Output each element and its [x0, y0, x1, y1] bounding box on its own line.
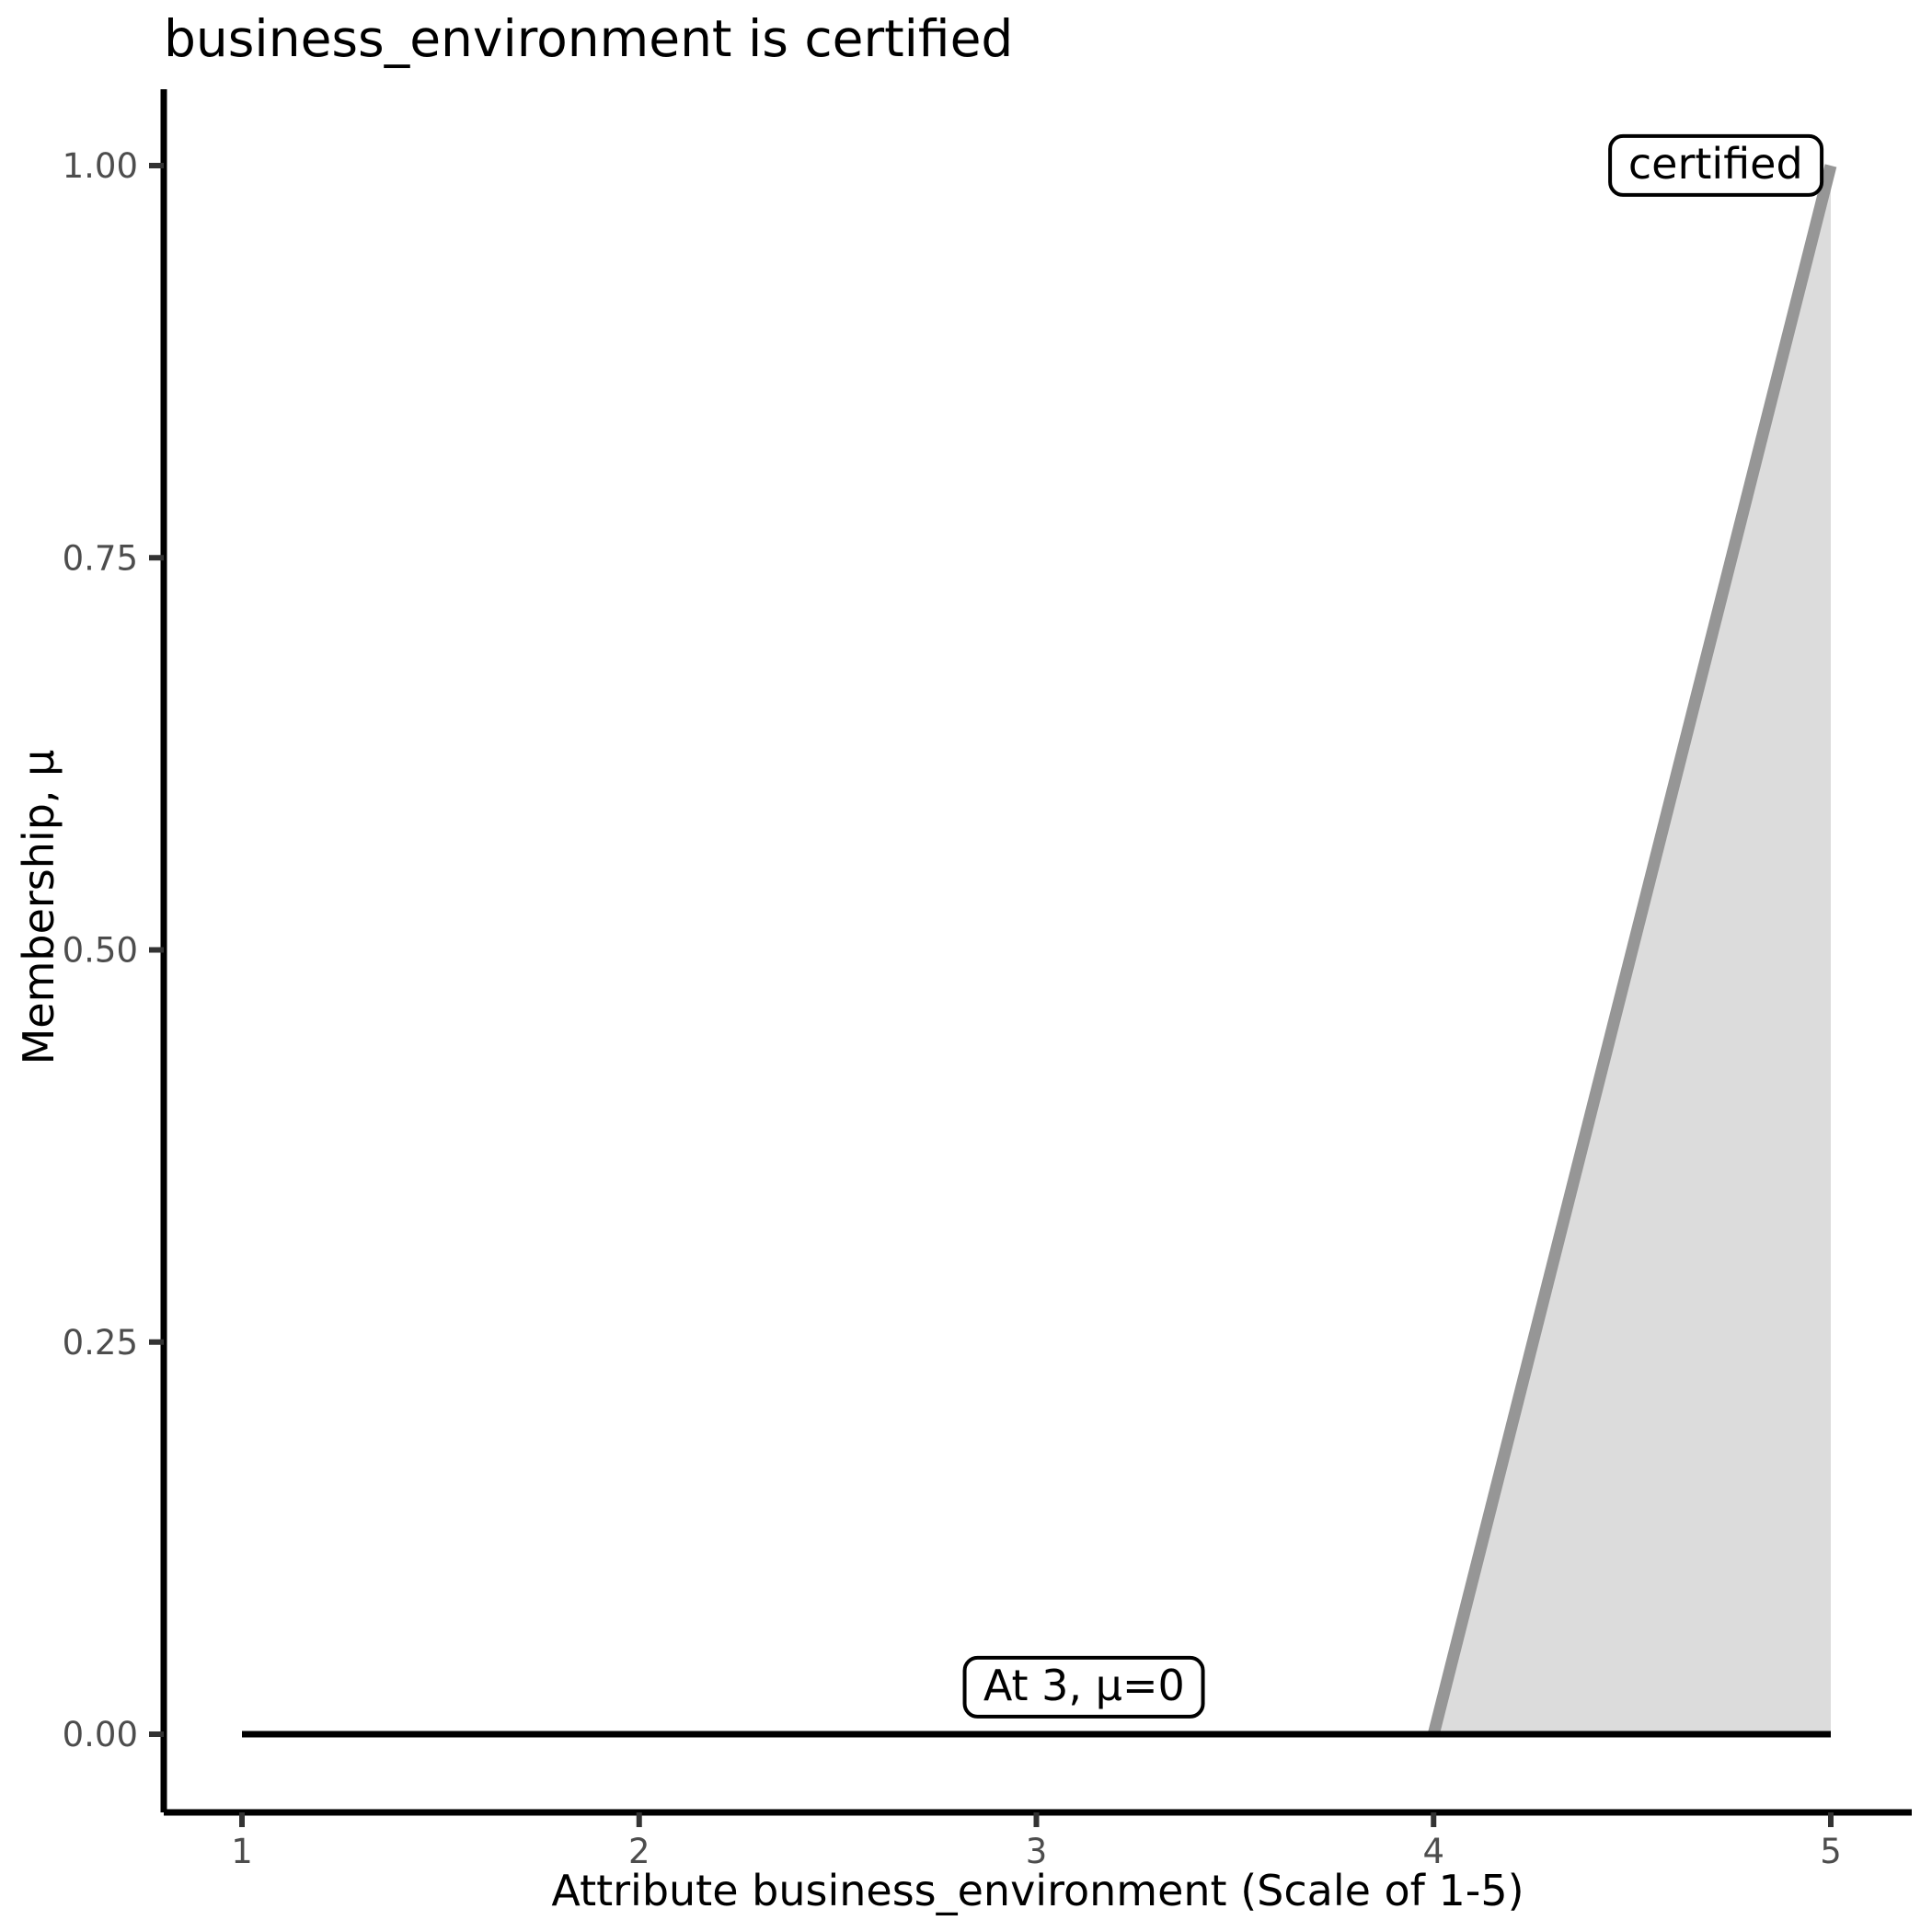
chart-title: business_environment is certified — [164, 9, 1014, 68]
x-axis-title: Attribute business_environment (Scale of… — [551, 1866, 1524, 1915]
x-tick-label: 3 — [1026, 1832, 1048, 1871]
y-tick-label: 0.25 — [63, 1323, 138, 1363]
y-tick-label: 0.75 — [63, 538, 138, 578]
x-tick-label: 5 — [1820, 1832, 1842, 1871]
certified-membership-function-line — [1427, 164, 1837, 1736]
x-tick-label: 4 — [1422, 1832, 1444, 1871]
y-tick-label: 1.00 — [63, 146, 138, 186]
y-tick-label: 0.50 — [63, 931, 138, 971]
y-tick-label: 0.00 — [63, 1715, 138, 1754]
x-tick-label: 2 — [628, 1832, 650, 1871]
annotation-at3-mu0: At 3, μ=0 — [962, 1655, 1205, 1719]
y-axis-title: Membership, μ — [14, 749, 63, 1065]
annotation-certified: certified — [1607, 133, 1823, 198]
x-tick-label: 1 — [231, 1832, 253, 1871]
